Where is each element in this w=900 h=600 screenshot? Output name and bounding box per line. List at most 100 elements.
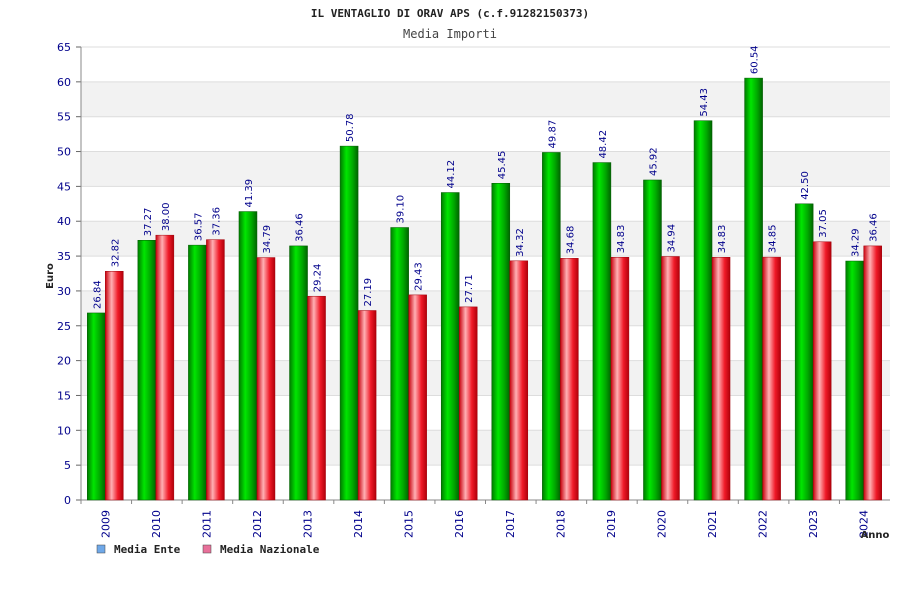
data-label: 36.46 — [295, 213, 306, 242]
y-tick-label: 15 — [57, 389, 71, 402]
data-label: 44.12 — [446, 160, 457, 189]
bar-media-nazionale — [155, 234, 175, 501]
bar-media-nazionale — [711, 257, 731, 501]
bar-media-nazionale — [357, 310, 377, 501]
bar-media-ente — [440, 192, 460, 501]
x-tick-label: 2013 — [302, 510, 315, 538]
bar-media-ente — [542, 152, 561, 501]
y-tick-label: 50 — [57, 146, 71, 159]
data-label: 45.92 — [648, 147, 659, 176]
data-label: 38.00 — [161, 203, 172, 232]
x-tick-label: 2017 — [504, 510, 517, 538]
y-tick-label: 0 — [64, 494, 71, 507]
x-tick-label: 2021 — [706, 510, 719, 538]
x-tick-label: 2023 — [807, 510, 820, 538]
bar-media-nazionale — [307, 295, 326, 501]
bar-media-ente — [491, 182, 511, 501]
data-label: 34.32 — [515, 228, 526, 257]
bar-media-nazionale — [408, 294, 427, 501]
data-label: 60.54 — [750, 45, 761, 74]
bar-media-nazionale — [812, 241, 832, 501]
x-tick-label: 2009 — [99, 510, 112, 538]
bar-media-ente — [188, 244, 207, 501]
bar-media-ente — [744, 77, 763, 501]
data-label: 29.43 — [414, 262, 425, 291]
data-label: 26.84 — [92, 280, 103, 309]
data-label: 34.85 — [768, 224, 779, 253]
chart-title: IL VENTAGLIO DI ORAV APS (c.f.9128215037… — [311, 7, 589, 20]
bar-media-ente — [794, 203, 814, 501]
data-label: 39.10 — [396, 195, 407, 224]
bar-media-ente — [643, 179, 662, 501]
data-label: 34.83 — [717, 225, 728, 254]
x-tick-label: 2016 — [453, 510, 466, 538]
legend-label: Media Ente — [114, 543, 181, 556]
legend-label: Media Nazionale — [220, 543, 320, 556]
bar-media-ente — [137, 240, 157, 501]
bar-media-ente — [693, 120, 713, 501]
chart-subtitle: Media Importi — [403, 27, 497, 41]
x-tick-label: 2014 — [352, 510, 365, 538]
y-axis-label: Euro — [45, 263, 56, 289]
data-label: 36.57 — [193, 212, 204, 241]
data-label: 32.82 — [110, 239, 121, 268]
legend: Media Ente Media Nazionale — [96, 543, 320, 556]
data-label: 29.24 — [313, 264, 324, 293]
x-tick-label: 2012 — [251, 510, 264, 538]
bar-media-ente — [87, 312, 106, 501]
bar-media-ente — [339, 145, 359, 501]
bar-media-ente — [845, 260, 864, 501]
data-label: 34.83 — [616, 225, 627, 254]
y-tick-label: 20 — [57, 355, 71, 368]
data-label: 45.45 — [497, 151, 508, 180]
x-tick-label: 2010 — [150, 510, 163, 538]
grid-band — [81, 151, 890, 187]
data-label: 34.29 — [851, 228, 862, 257]
y-tick-label: 60 — [57, 76, 71, 89]
data-label: 27.19 — [363, 278, 374, 307]
data-label: 37.27 — [143, 208, 154, 237]
bar-media-nazionale — [610, 257, 630, 501]
bar-media-ente — [238, 211, 258, 501]
data-label: 36.46 — [869, 213, 880, 242]
data-label: 34.68 — [565, 226, 576, 255]
bar-media-nazionale — [509, 260, 529, 501]
data-label: 37.05 — [818, 209, 829, 238]
y-tick-label: 35 — [57, 250, 71, 263]
x-tick-label: 2018 — [554, 510, 567, 538]
data-label: 50.78 — [345, 113, 356, 142]
x-tick-label: 2015 — [403, 510, 416, 538]
y-tick-label: 10 — [57, 424, 71, 437]
data-label: 34.79 — [262, 225, 273, 254]
x-tick-label: 2020 — [655, 510, 668, 538]
plot-area: 0 5 10 15 20 25 30 35 40 45 50 55 60 65 26.84 32.82 2009… — [57, 41, 890, 538]
y-tick-label: 40 — [57, 215, 71, 228]
y-tick-label: 30 — [57, 285, 71, 298]
bar-media-ente — [289, 245, 308, 501]
bar-media-nazionale — [762, 256, 781, 501]
data-label: 27.71 — [464, 274, 475, 303]
data-label: 34.94 — [666, 224, 677, 253]
y-tick-label: 5 — [64, 459, 71, 472]
bar-media-nazionale — [256, 257, 276, 501]
data-label: 54.43 — [699, 88, 710, 117]
x-tick-label: 2022 — [757, 510, 770, 538]
x-tick-label: 2024 — [858, 510, 871, 538]
data-label: 41.39 — [244, 179, 255, 208]
bar-media-nazionale — [458, 306, 478, 501]
bar-media-nazionale — [206, 239, 225, 501]
y-tick-label: 45 — [57, 180, 71, 193]
x-tick-label: 2019 — [605, 510, 618, 538]
bar-media-ente — [390, 227, 409, 501]
legend-swatch — [96, 544, 106, 554]
bar-media-nazionale — [661, 256, 680, 501]
y-tick-label: 25 — [57, 320, 71, 333]
x-axis-label: Anno — [861, 530, 890, 541]
bar-media-nazionale — [863, 245, 882, 501]
data-label: 48.42 — [598, 130, 609, 159]
y-tick-label: 55 — [57, 111, 71, 124]
data-label: 42.50 — [800, 171, 811, 200]
legend-swatch — [202, 544, 212, 554]
data-label: 49.87 — [547, 120, 558, 149]
